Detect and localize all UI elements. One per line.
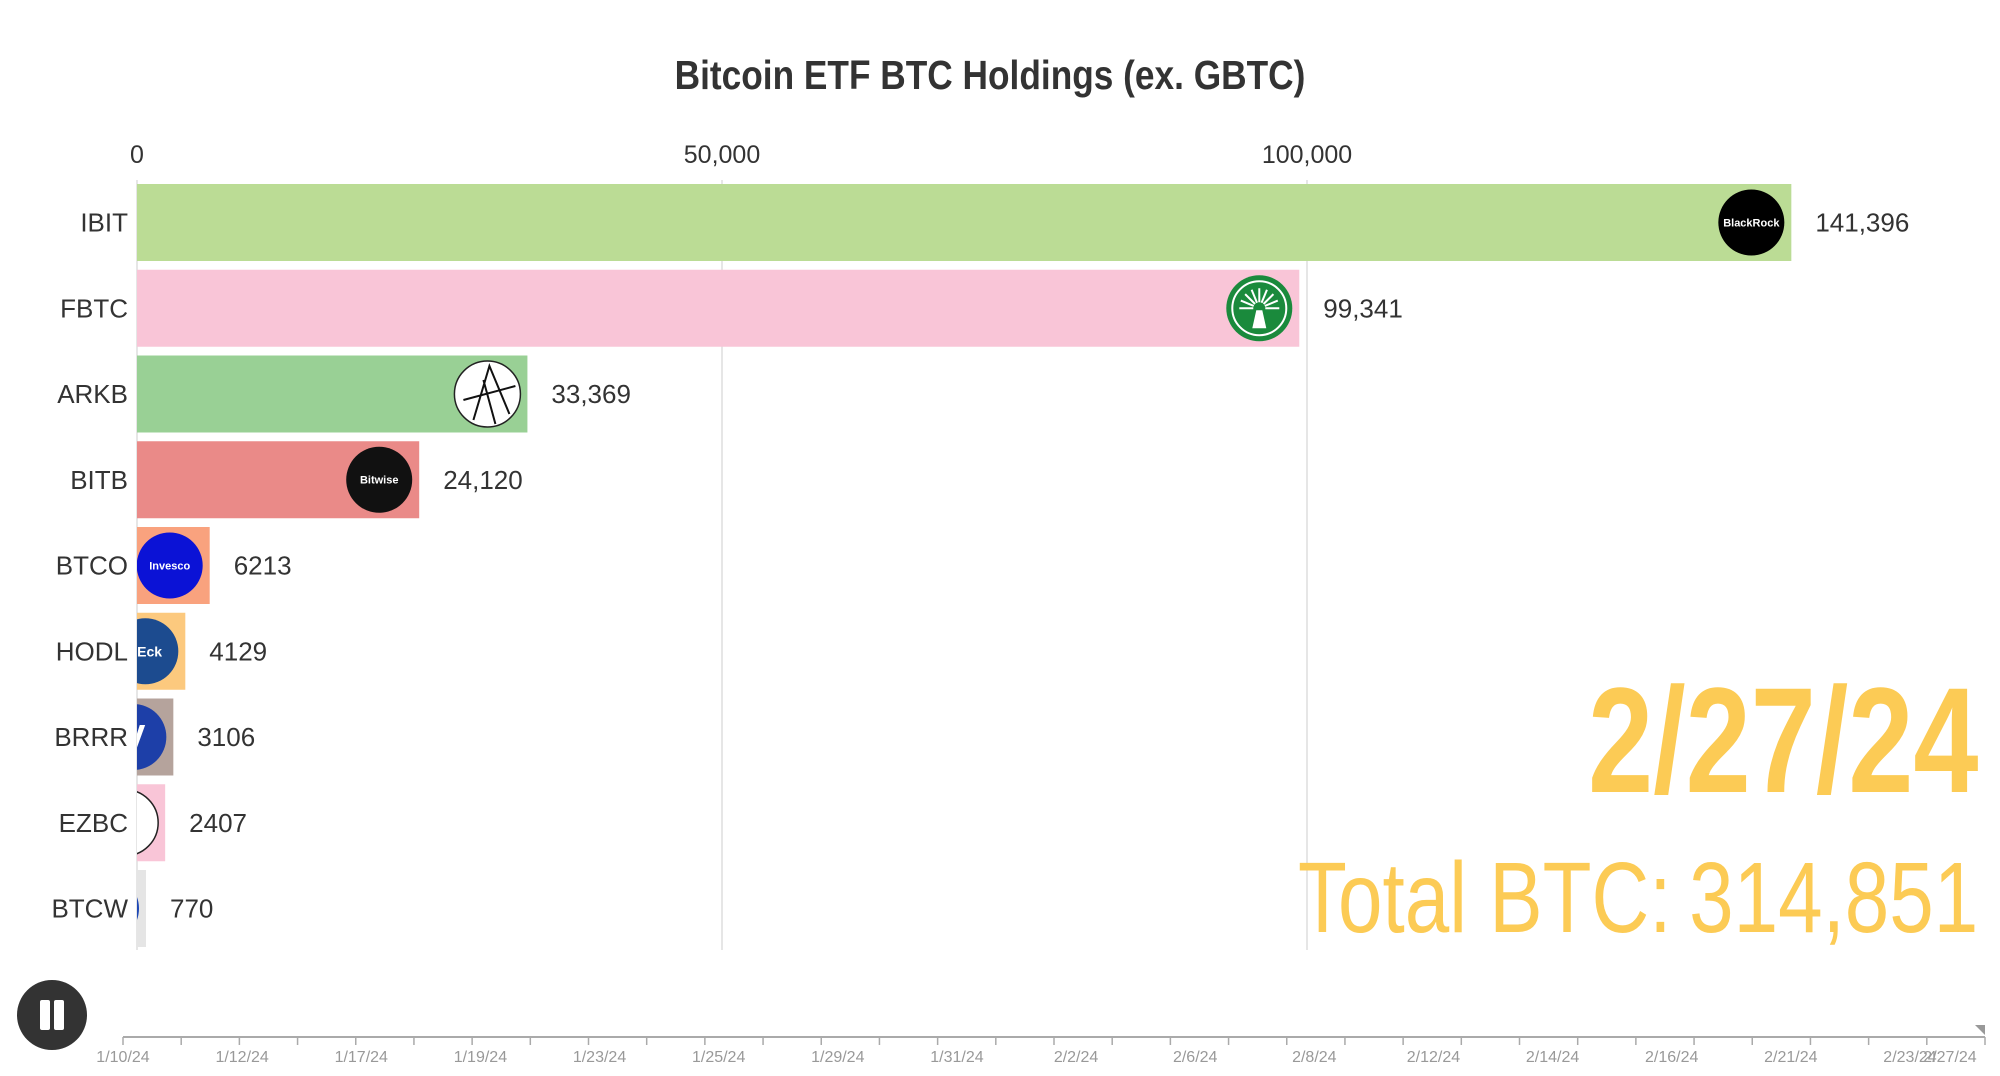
bar-group: BRRR 3106 V <box>54 698 255 776</box>
svg-text:V: V <box>121 717 145 758</box>
pause-icon-bar <box>54 1000 64 1030</box>
value-label: 141,396 <box>1815 208 1909 238</box>
category-label: BRRR <box>54 722 128 752</box>
total-btc-prefix: Total BTC: <box>1297 842 1672 954</box>
timeline-label: 1/10/24 <box>96 1049 149 1066</box>
invesco-logo-icon: Invesco <box>137 532 203 599</box>
pause-icon <box>40 1000 50 1030</box>
timeline-label: 1/29/24 <box>811 1049 864 1066</box>
bar-group: BTCO 6213 Invesco <box>56 527 292 604</box>
value-label: 33,369 <box>551 379 631 409</box>
valkyrie-logo-icon: V <box>121 704 167 770</box>
category-label: FBTC <box>60 293 128 323</box>
total-btc-value: 314,851 <box>1688 842 1978 954</box>
value-label: 4129 <box>209 636 267 666</box>
franklin-logo-icon <box>137 791 159 855</box>
value-label: 2407 <box>189 808 247 838</box>
category-label: ARKB <box>57 379 128 409</box>
timeline-label: 1/31/24 <box>930 1049 983 1066</box>
timeline-label: 2/27/24 <box>1923 1049 1976 1066</box>
category-label: BITB <box>70 465 128 495</box>
category-label: HODL <box>56 636 128 666</box>
x-tick-label: 50,000 <box>684 141 760 169</box>
value-label: 99,341 <box>1323 293 1403 323</box>
timeline-label: 1/17/24 <box>335 1049 388 1066</box>
blackrock-logo-icon: BlackRock <box>1718 189 1785 256</box>
timeline-label: 2/12/24 <box>1407 1049 1460 1066</box>
timeline-label: 1/19/24 <box>454 1049 507 1066</box>
grid-layer: 0 50,000 100,000 <box>130 141 1352 950</box>
chart-title: Bitcoin ETF BTC Holdings (ex. GBTC) <box>674 52 1306 98</box>
timeline-label: 2/16/24 <box>1645 1049 1698 1066</box>
timeline-label: 2/6/24 <box>1173 1049 1218 1066</box>
x-tick-label: 0 <box>130 141 144 169</box>
category-label: IBIT <box>80 208 128 238</box>
bar-layer: IBIT 141,396 BlackRock FBTC 99,341 ARKB 33,369… <box>51 184 1909 947</box>
total-btc-label: Total BTC: 314,851 <box>1298 848 1978 948</box>
pause-button[interactable] <box>17 980 87 1050</box>
svg-text:Bitwise: Bitwise <box>360 475 399 487</box>
vaneck-logo-icon: nEck <box>129 618 179 685</box>
bar-group: ARKB 33,369 <box>57 355 631 433</box>
bar-group: EZBC 2407 <box>59 784 247 862</box>
category-label: BTCW <box>51 894 128 924</box>
svg-text:BlackRock: BlackRock <box>1723 217 1780 229</box>
fidelity-logo-icon <box>1226 275 1293 342</box>
svg-text:Invesco: Invesco <box>149 560 190 572</box>
timeline-label: 1/12/24 <box>215 1049 268 1066</box>
bar <box>137 870 147 947</box>
ark-logo-icon <box>453 360 522 428</box>
value-label: 6213 <box>234 551 292 581</box>
timeline-label: 2/23/24 <box>1883 1049 1936 1066</box>
bar-group: FBTC 99,341 <box>60 269 1403 347</box>
bar-group: HODL 4129 nEck <box>56 612 267 690</box>
value-label: 24,120 <box>443 465 523 495</box>
category-label: BTCO <box>56 551 128 581</box>
bar-group: BITB 24,120 Bitwise <box>70 441 523 519</box>
category-label: EZBC <box>59 808 128 838</box>
timeline-label: 2/21/24 <box>1764 1049 1817 1066</box>
bitwise-logo-icon: Bitwise <box>346 446 413 513</box>
timeline[interactable]: 1/10/24 1/12/24 1/17/24 1/19/24 1/23/24 1/25/… <box>96 1025 1986 1066</box>
timeline-handle[interactable] <box>1975 1025 1985 1035</box>
timeline-label: 2/8/24 <box>1292 1049 1337 1066</box>
value-label: 3106 <box>197 722 255 752</box>
bar <box>137 269 1300 347</box>
timeline-label: 2/2/24 <box>1054 1049 1099 1066</box>
svg-text:nEck: nEck <box>129 643 163 659</box>
x-tick-label: 100,000 <box>1262 141 1352 169</box>
wisdomtree-logo-icon <box>137 897 139 920</box>
timeline-label: 1/25/24 <box>692 1049 745 1066</box>
value-label: 770 <box>170 894 213 924</box>
bar-group: BTCW 770 <box>51 870 213 947</box>
bar-group: IBIT 141,396 BlackRock <box>80 184 1909 261</box>
timeline-label: 1/23/24 <box>573 1049 626 1066</box>
current-date-label: 2/27/24 <box>1587 656 1978 824</box>
timeline-label: 2/14/24 <box>1526 1049 1579 1066</box>
bar <box>137 184 1792 261</box>
